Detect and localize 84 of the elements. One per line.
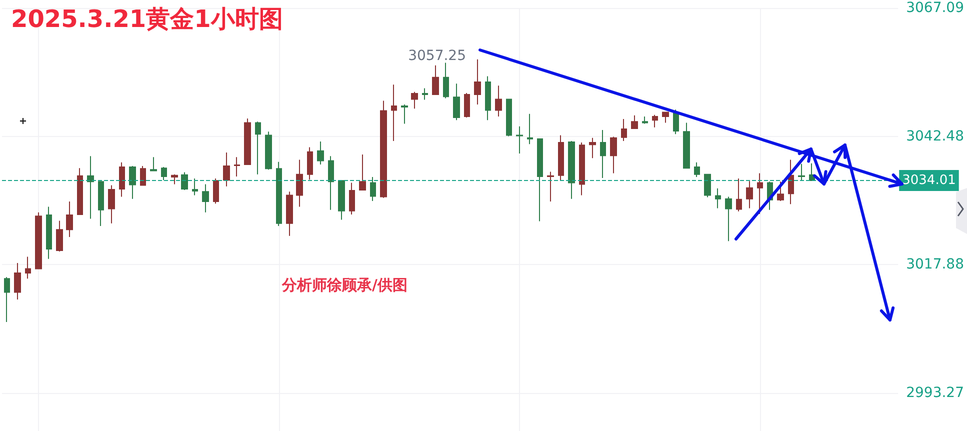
candlestick [746, 180, 753, 209]
candlestick [621, 118, 627, 142]
candlestick [46, 206, 52, 260]
candlestick [600, 130, 606, 179]
candlestick [171, 174, 178, 185]
candlestick [662, 111, 669, 124]
candlestick [35, 212, 42, 270]
candlestick [579, 142, 585, 196]
candlestick [453, 83, 460, 121]
candlestick [432, 64, 439, 96]
candlestick [516, 126, 523, 154]
candlestick [370, 176, 376, 202]
candlestick [223, 152, 230, 187]
annotation: 分析师徐顾承/供图 [281, 276, 408, 294]
candlestick [202, 184, 209, 213]
candlestick [328, 156, 334, 210]
candlestick [234, 156, 240, 177]
ref-line-label: 3034.01 [902, 173, 956, 188]
y-tick-label: 3042.48 [906, 128, 964, 144]
candlestick [296, 159, 303, 208]
candlestick [610, 136, 617, 174]
candlestick [129, 166, 136, 200]
candlestick [338, 180, 345, 220]
candlestick [589, 137, 596, 159]
candlestick [359, 154, 366, 190]
candlestick [558, 134, 564, 181]
candlestick [380, 100, 387, 198]
candlestick [527, 113, 533, 145]
candlestick [736, 178, 742, 212]
candlestick [4, 276, 10, 322]
chart-title: 2025.3.21黄金1小时图 [11, 5, 283, 33]
candlestick [276, 161, 282, 226]
candlestick [391, 84, 397, 142]
candlestick [150, 156, 157, 172]
candlestick [265, 131, 272, 170]
candlestick [161, 166, 167, 181]
candlestick [537, 138, 543, 222]
candlestick [683, 122, 690, 170]
candlestick [725, 196, 732, 242]
candlestick [547, 171, 554, 202]
candlestick [788, 159, 794, 205]
y-tick-label: 3017.88 [906, 256, 964, 273]
candlestick [317, 140, 324, 165]
candlestick [474, 58, 481, 105]
candlestick [77, 168, 83, 216]
candlestick [213, 178, 219, 204]
candlestick [98, 181, 104, 226]
candlestick [777, 181, 784, 202]
candlestick [485, 76, 491, 121]
candlestick [108, 184, 115, 224]
candlestick [401, 104, 408, 124]
candlestick [422, 88, 428, 100]
candlestick [140, 166, 146, 186]
candlestick [631, 114, 638, 129]
candlestick [694, 162, 700, 178]
candlestick [181, 172, 188, 190]
candlestick [495, 85, 502, 117]
candlestick [119, 162, 125, 198]
candlestick [506, 98, 512, 137]
candlestick [244, 118, 251, 165]
annotation: 3057.25 [408, 48, 466, 64]
candlestick [411, 91, 418, 110]
y-tick-label: 2993.27 [906, 385, 964, 402]
candlestick [757, 172, 763, 214]
candlestick [715, 188, 721, 209]
candlestick [14, 262, 21, 300]
candlestick [66, 200, 73, 238]
candlestick [652, 114, 658, 128]
candlestick [673, 109, 679, 135]
candlestick [56, 220, 63, 252]
candlestick [25, 256, 31, 280]
candlestick [464, 92, 470, 118]
candlestick [192, 178, 198, 196]
candlestick [642, 116, 648, 124]
candlestick [286, 191, 293, 236]
candlestick [307, 146, 313, 180]
candlestick [704, 174, 711, 198]
candlestick [798, 163, 805, 181]
y-tick-label: 3067.09 [906, 0, 964, 16]
candlestick [255, 121, 261, 175]
candlestick [349, 182, 355, 216]
candlestick [443, 62, 449, 99]
candlestick [568, 140, 575, 200]
candlestick [87, 156, 94, 220]
